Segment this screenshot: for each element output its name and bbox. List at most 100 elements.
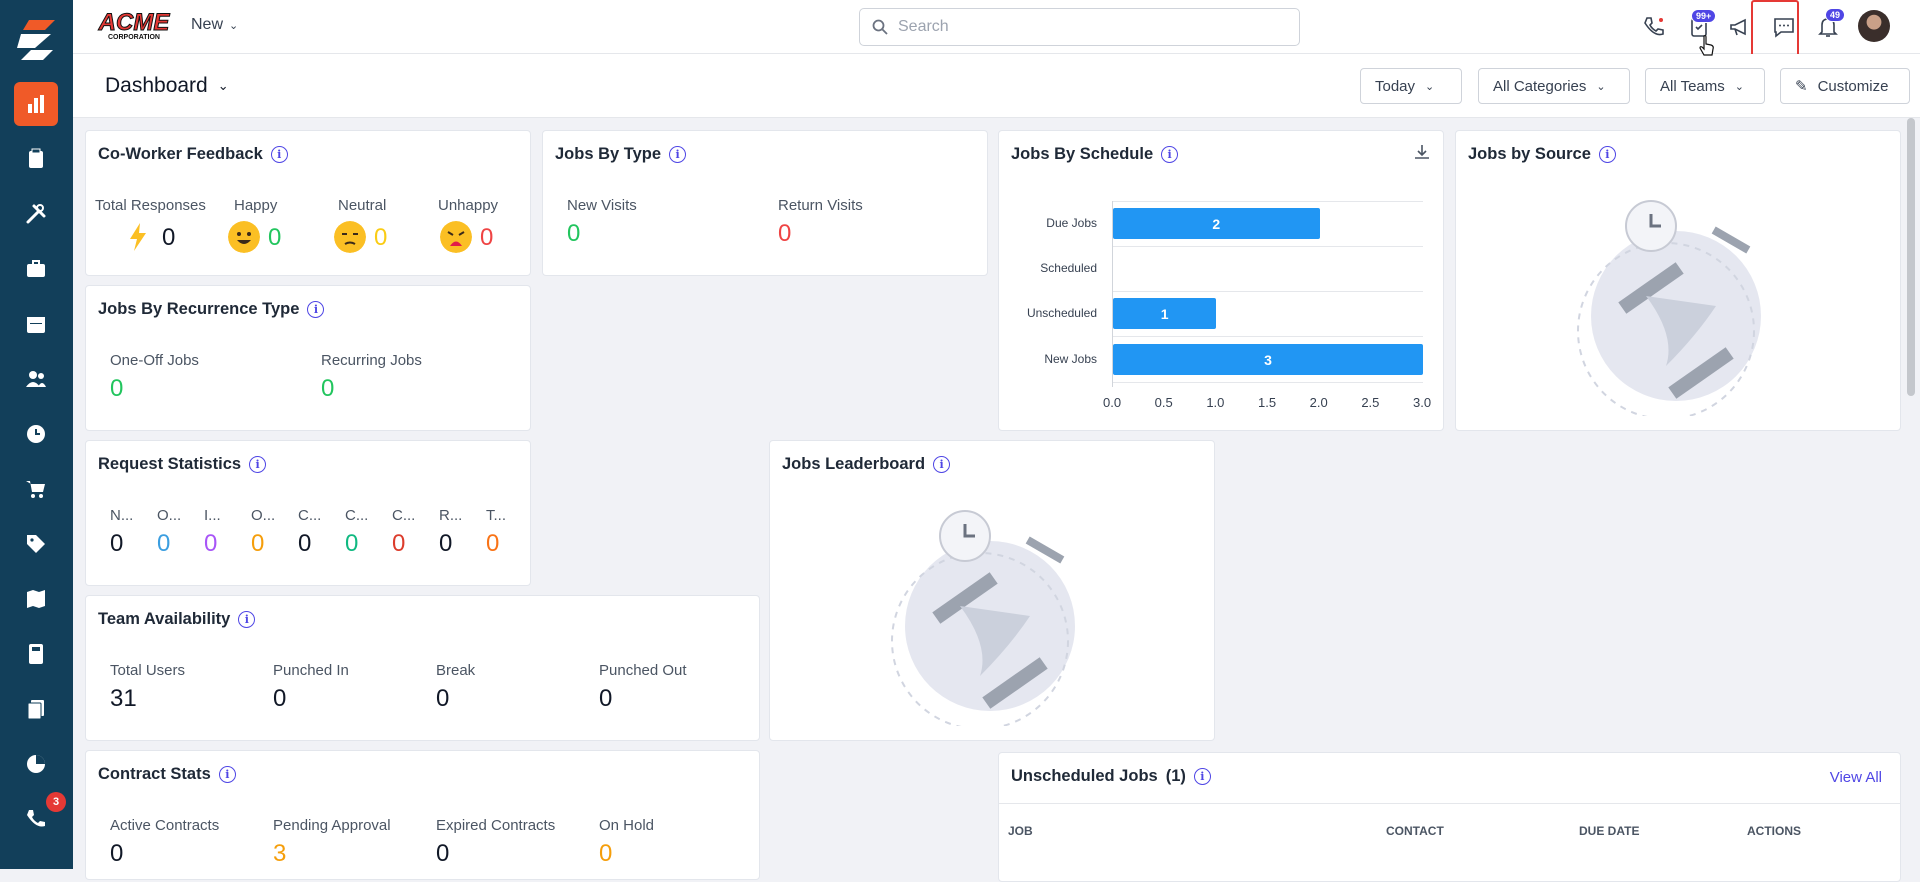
tag-icon [27,535,45,553]
hand-cursor-icon [1699,35,1714,56]
stat-value: 0 [436,840,450,867]
stat-label: O... [251,507,276,524]
sidebar-item-shop[interactable] [14,467,58,511]
customize-label: Customize [1817,77,1889,95]
stat-value: 0 [486,530,500,557]
megaphone-icon[interactable] [1726,13,1754,41]
cart-icon [26,481,45,498]
chevron-down-icon: ⌄ [1734,80,1744,93]
info-icon[interactable]: i [270,146,288,163]
column-header-job[interactable]: JOB [1008,824,1033,838]
happy-face-icon [228,221,260,253]
bar[interactable]: 3 [1113,344,1423,375]
sidebar-item-briefcase[interactable] [14,247,58,291]
column-header-due-date[interactable]: DUE DATE [1579,824,1640,838]
card-title-text: Jobs By Type [555,145,662,163]
sidebar-item-dashboard[interactable] [14,82,58,126]
search-input[interactable]: Search [859,8,1300,46]
sidebar-item-tools[interactable] [14,192,58,236]
stat-label: New Visits [567,197,637,214]
sidebar-item-documents[interactable] [14,687,58,731]
chat-icon[interactable] [1770,13,1798,41]
bar[interactable]: 1 [1113,298,1217,329]
card-title: Co-Worker Feedback i [98,145,288,164]
sidebar-item-calendar[interactable] [14,302,58,346]
info-icon[interactable]: i [307,301,325,318]
info-icon[interactable]: i [218,766,236,783]
gridline [1113,246,1423,247]
stat-value: 0 [110,840,124,867]
customize-button[interactable]: ✎ Customize [1780,68,1910,104]
card-title: Jobs By Recurrence Type i [98,300,325,319]
empty-state-hourglass-illustration [1577,200,1761,416]
stat-label: Return Visits [778,197,863,214]
jobs-by-source-card: Jobs by Source i [1455,130,1901,431]
info-icon[interactable]: i [249,456,267,473]
chevron-down-icon: ⌄ [1596,80,1606,93]
pie-chart-icon [27,755,45,773]
download-icon[interactable] [1413,143,1431,161]
stat-value: 0 [778,220,792,247]
avatar[interactable] [1858,10,1890,42]
card-title-text: Unscheduled Jobs [1011,767,1158,785]
stat-label: One-Off Jobs [110,352,199,369]
sidebar-item-calls[interactable] [14,797,58,841]
info-icon[interactable]: i [669,146,687,163]
info-icon[interactable]: i [1598,146,1616,163]
x-tick-label: 0.0 [1103,395,1122,410]
date-filter-label: Today [1375,77,1416,95]
stat-value: 0 [436,685,450,712]
bar[interactable]: 2 [1113,208,1320,239]
card-title: Team Availability i [98,610,256,629]
categories-filter[interactable]: All Categories ⌄ [1478,68,1630,104]
sidebar-item-calculator[interactable] [14,632,58,676]
stat-value: 0 [599,840,613,867]
app-logo-icon[interactable] [17,18,57,60]
stat-value: 0 [204,530,218,557]
wrench-icon [26,204,46,224]
jobs-by-type-card: Jobs By Type i New Visits Return Visits 0… [542,130,988,276]
info-icon[interactable]: i [1193,768,1211,785]
dashboard-selector[interactable]: Dashboard ⌄ [105,74,229,98]
stat-value: 0 [321,375,335,402]
sidebar-item-jobs[interactable] [14,137,58,181]
teams-filter-label: All Teams [1660,77,1725,95]
phone-chat-icon [27,810,45,827]
map-icon [27,590,45,608]
stat-value: 0 [110,530,124,557]
x-tick-label: 3.0 [1413,395,1432,410]
empty-state-hourglass-illustration [891,510,1075,726]
phone-icon[interactable] [1640,13,1668,41]
card-title-text: Jobs by Source [1468,145,1591,163]
date-filter[interactable]: Today ⌄ [1360,68,1462,104]
view-all-link[interactable]: View All [1829,769,1882,786]
sidebar-item-people[interactable] [14,357,58,401]
sidebar-item-pricebook[interactable] [14,522,58,566]
teams-filter[interactable]: All Teams ⌄ [1645,68,1765,104]
coworker-feedback-card: Co-Worker Feedback i Total Responses Happ… [85,130,531,276]
column-header-contact[interactable]: CONTACT [1386,824,1444,838]
sidebar-item-timesheet[interactable] [14,412,58,456]
page-scrollbar[interactable] [1907,118,1915,396]
sidebar-item-map[interactable] [14,577,58,621]
sidebar-item-reports[interactable] [14,742,58,786]
card-title-text: Jobs Leaderboard [782,455,926,473]
bar-chart-icon [28,95,44,113]
info-icon[interactable]: i [933,456,951,473]
recurrence-card: Jobs By Recurrence Type i One-Off Jobs Re… [85,285,531,431]
stat-label: Total Responses [95,197,206,214]
chevron-down-icon: ⌄ [1425,80,1435,93]
clipboard-icon [29,148,43,168]
info-icon[interactable]: i [238,611,256,628]
new-menu[interactable]: New ⌄ [191,16,238,34]
acme-logo[interactable]: ACME CORPORATION [97,8,171,42]
stat-value: 0 [392,530,406,557]
stat-label: Neutral [338,197,387,214]
dashboard-header: Dashboard ⌄ Today ⌄ All Categories ⌄ All… [73,54,1920,118]
card-title: Request Statistics i [98,455,267,474]
chevron-down-icon: ⌄ [217,78,229,93]
info-icon[interactable]: i [1161,146,1179,163]
card-title-text: Team Availability [98,610,231,628]
stat-label: Break [436,662,476,679]
card-title: Jobs By Schedule i [1011,145,1179,164]
